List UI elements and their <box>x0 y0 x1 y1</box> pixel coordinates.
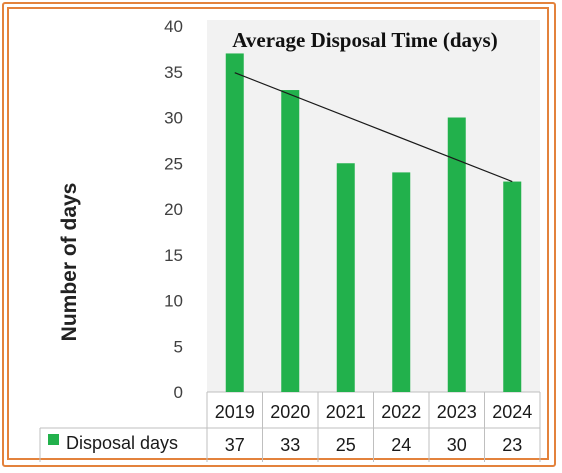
y-tick-label: 30 <box>164 109 183 128</box>
data-value-2022: 24 <box>391 435 411 455</box>
category-labels: 2019 2020 2021 2022 2023 2024 <box>215 402 533 422</box>
x-category-label: 2021 <box>326 402 366 422</box>
y-axis-label: Number of days <box>58 183 81 342</box>
y-tick-label: 20 <box>164 200 183 219</box>
x-category-label: 2022 <box>381 402 421 422</box>
trendline <box>234 72 513 183</box>
data-value-2019: 37 <box>225 435 245 455</box>
x-category-label: 2020 <box>270 402 310 422</box>
series-name: Disposal days <box>66 433 178 453</box>
plot-area <box>207 20 540 392</box>
x-category-label: 2024 <box>492 402 532 422</box>
bar-2020 <box>281 90 300 393</box>
y-tick-label: 35 <box>164 63 183 82</box>
bar-2022 <box>392 172 411 392</box>
y-tick-label: 40 <box>164 17 183 36</box>
bars <box>225 53 522 393</box>
y-axis-ticks: 0 5 10 15 20 25 30 35 40 <box>164 17 183 402</box>
legend-key <box>48 434 59 445</box>
y-tick-label: 15 <box>164 246 183 265</box>
x-category-label: 2019 <box>215 402 255 422</box>
bar-2019 <box>225 53 244 392</box>
data-value-2024: 23 <box>502 435 522 455</box>
data-table-row: Disposal days <box>48 433 178 453</box>
y-tick-label: 0 <box>174 383 183 402</box>
y-tick-label: 5 <box>174 337 183 356</box>
bar-2023 <box>447 117 466 392</box>
data-value-2021: 25 <box>336 435 356 455</box>
data-value-2023: 30 <box>447 435 467 455</box>
chart-title: Average Disposal Time (days) <box>232 28 497 52</box>
data-value-2020: 33 <box>280 435 300 455</box>
y-tick-label: 10 <box>164 292 183 311</box>
bar-2021 <box>336 163 355 392</box>
data-table-grid <box>39 391 541 462</box>
data-values: 37 33 25 24 30 23 <box>225 435 523 455</box>
x-category-label: 2023 <box>437 402 477 422</box>
y-tick-label: 25 <box>164 154 183 173</box>
bar-2024 <box>503 181 522 392</box>
outer-frame <box>2 2 556 467</box>
